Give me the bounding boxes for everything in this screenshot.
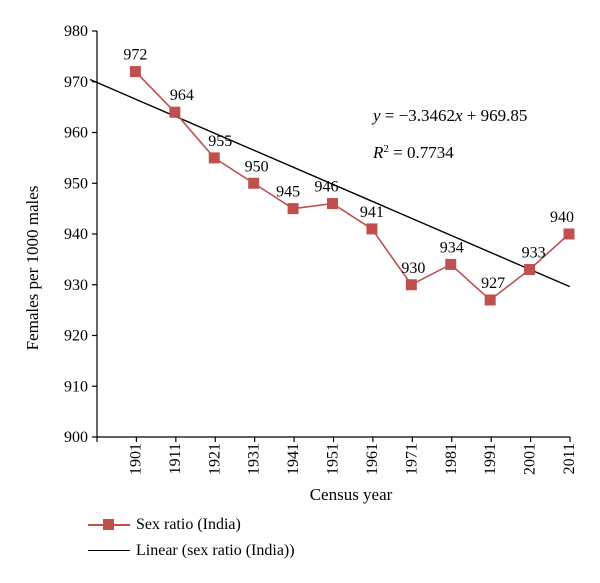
y-tick-label: 910 (64, 378, 88, 395)
trend-equation-text: y = −3.3462x + 969.85 (371, 106, 527, 125)
y-tick-label: 960 (64, 125, 88, 142)
data-point (208, 152, 220, 164)
y-tick-label: 970 (64, 74, 88, 91)
data-point (287, 203, 299, 215)
data-label: 933 (522, 245, 546, 262)
x-tick-label: 1931 (246, 443, 263, 475)
legend-label-sex-ratio: Sex ratio (India) (136, 516, 241, 533)
x-tick-label: 1991 (482, 443, 499, 475)
y-tick-label: 950 (64, 175, 88, 192)
x-tick-label: 1981 (443, 443, 460, 475)
x-tick-label: 1961 (364, 443, 381, 475)
y-tick-label: 940 (64, 226, 88, 243)
legend-item-sex-ratio: Sex ratio (India) (88, 512, 295, 538)
axes (92, 30, 571, 442)
x-tick-label: 1921 (206, 443, 223, 475)
data-label: 955 (208, 133, 232, 150)
x-tick-label: 1911 (167, 443, 184, 474)
legend-swatch-sex-ratio (88, 518, 130, 532)
x-tick-label: 1901 (127, 443, 144, 475)
y-tick-label: 930 (64, 277, 88, 294)
data-point (524, 264, 536, 276)
data-point (169, 106, 181, 118)
x-tick-label: 2001 (522, 443, 539, 475)
series-group (129, 66, 575, 306)
data-point (327, 198, 338, 210)
legend-item-linear: Linear (sex ratio (India)) (88, 538, 295, 564)
data-label: 934 (440, 239, 464, 256)
x-tick-label: 1951 (325, 443, 342, 475)
r-squared-text: R2 = 0.7734 (372, 143, 454, 162)
sex-ratio-chart: 900 910 920 930 940 950 960 970 980 1901 1911 1921… (23, 23, 578, 504)
y-tick-labels: 900 910 920 930 940 950 960 970 980 (64, 23, 88, 446)
series-line-sex-ratio (134, 71, 570, 302)
data-point (563, 228, 575, 240)
data-point (484, 294, 496, 306)
data-label: 940 (550, 209, 574, 226)
data-point (248, 177, 260, 189)
legend-swatch-linear (88, 544, 130, 558)
data-label: 930 (401, 260, 425, 277)
x-tick-label: 2011 (561, 443, 578, 474)
data-label: 950 (245, 158, 269, 175)
trend-equation: y = −3.3462x + 969.85 R2 = 0.7734 (371, 106, 527, 162)
y-tick-label: 920 (64, 328, 88, 345)
data-point (366, 223, 378, 235)
data-point (129, 66, 141, 78)
legend: Sex ratio (India) Linear (sex ratio (Ind… (88, 512, 295, 564)
data-label: 972 (123, 47, 147, 64)
data-point (445, 258, 457, 270)
data-point (405, 279, 417, 291)
x-tick-labels: 1901 1911 1921 1931 1941 1951 1961 1971 1981 1991… (127, 443, 578, 475)
data-label: 927 (481, 275, 505, 292)
data-labels: 972 964 955 950 945 946 941 930 934 927 933 940 (123, 47, 574, 292)
x-axis-title: Census year (310, 485, 393, 504)
x-tick-label: 1941 (285, 443, 302, 475)
data-label: 964 (170, 87, 194, 104)
data-label: 946 (315, 179, 339, 196)
data-label: 941 (360, 204, 384, 221)
y-axis-title: Females per 1000 males (23, 186, 42, 351)
y-tick-label: 900 (64, 429, 88, 446)
x-tick-label: 1971 (403, 443, 420, 475)
y-tick-label: 980 (64, 23, 88, 40)
legend-label-linear: Linear (sex ratio (India)) (136, 542, 295, 559)
data-label: 945 (276, 184, 300, 201)
